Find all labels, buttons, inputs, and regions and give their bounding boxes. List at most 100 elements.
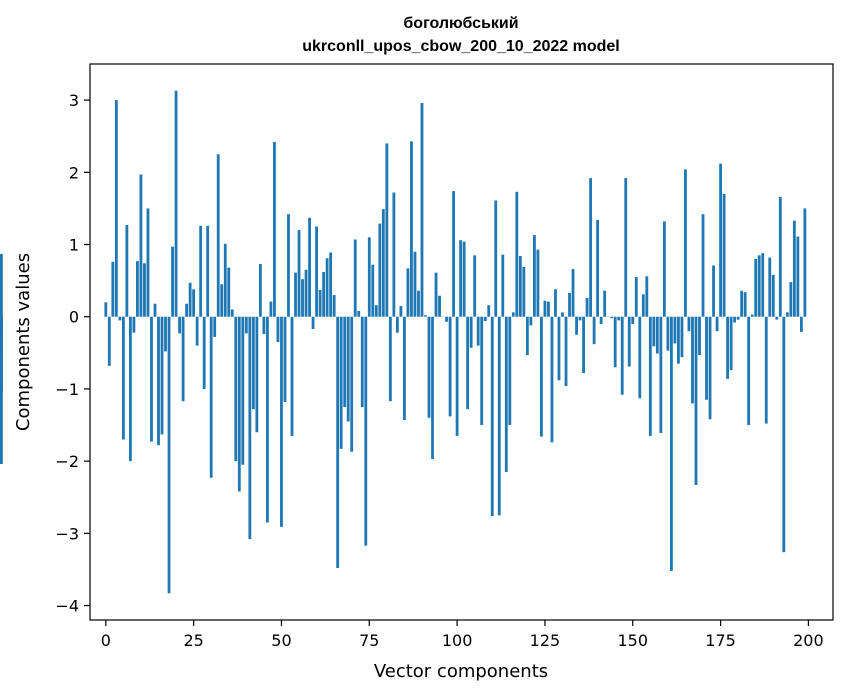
bar-153 (641, 294, 645, 317)
bar-156 (652, 316, 656, 347)
bar-44 (258, 264, 262, 317)
bar-43 (255, 316, 259, 433)
bar-29 (206, 225, 210, 317)
bar-125 (543, 300, 547, 317)
bar-169 (698, 316, 701, 355)
bar-110 (490, 316, 494, 517)
bar-37 (234, 316, 238, 462)
bar-82 (392, 192, 396, 317)
bar-191 (775, 316, 779, 320)
bar-141 (599, 316, 603, 324)
bar-168 (694, 316, 698, 485)
x-tick-label-8: 200 (793, 631, 824, 650)
bar-144 (610, 316, 614, 319)
bar-111 (494, 200, 498, 317)
bar-8 (132, 316, 136, 333)
bar-10 (139, 174, 143, 317)
bar-11 (143, 263, 146, 317)
bar-21 (178, 316, 181, 334)
bar-0 (104, 302, 108, 317)
bar-174 (715, 316, 719, 332)
bar-165 (684, 169, 687, 317)
bar-98 (448, 316, 452, 417)
bar-84 (399, 305, 403, 317)
bar-162 (673, 316, 677, 344)
bar-24 (188, 282, 192, 317)
bar-145 (613, 316, 617, 368)
bar-177 (726, 316, 730, 379)
bar-105 (473, 255, 477, 317)
bar-86 (406, 268, 410, 317)
y-axis-label: Components values (13, 253, 34, 431)
bar-161 (670, 316, 673, 571)
bar-36 (230, 309, 234, 317)
bar-113 (501, 254, 505, 317)
bar-59 (311, 316, 315, 330)
bar-32 (216, 154, 220, 317)
bar-26 (195, 316, 199, 346)
bar-65 (332, 295, 336, 317)
bar-95 (438, 295, 441, 317)
bar-14 (153, 303, 157, 317)
y-tick-label-1: −3 (55, 524, 79, 543)
y-axis: −4 −3 −2 −1 0 1 2 3 (55, 91, 90, 616)
bar-154 (645, 276, 649, 317)
bar-15 (157, 316, 160, 446)
bar-67 (339, 316, 343, 449)
bar-4 (118, 316, 122, 321)
bar-52 (287, 214, 290, 317)
bar-62 (322, 271, 326, 317)
bar-107 (480, 316, 484, 426)
bar-23 (185, 303, 189, 317)
bar-150 (631, 316, 635, 324)
bar-80 (385, 143, 389, 317)
bar-12 (146, 208, 150, 317)
bar-198 (799, 316, 803, 332)
bar-120 (525, 316, 529, 355)
bar-160 (666, 316, 670, 351)
bar-180 (736, 316, 740, 320)
bar-206 (0, 253, 3, 317)
bar-73 (360, 316, 364, 407)
bar-139 (592, 316, 596, 345)
bar-126 (547, 301, 550, 317)
bar-7 (128, 316, 132, 462)
bar-64 (329, 252, 333, 317)
bar-102 (462, 241, 466, 317)
bar-121 (529, 316, 533, 326)
y-tick-label-2: −2 (55, 452, 79, 471)
bar-41 (248, 316, 252, 540)
bar-99 (452, 191, 455, 317)
bar-38 (237, 316, 241, 492)
bar-55 (297, 230, 301, 317)
bar-187 (761, 253, 765, 317)
bar-116 (511, 312, 515, 317)
bar-3 (114, 100, 118, 317)
bar-184 (750, 314, 754, 317)
y-tick-label-5: 1 (69, 236, 79, 255)
bar-167 (691, 316, 694, 404)
x-tick-label-1: 25 (183, 631, 203, 650)
bar-22 (181, 316, 185, 402)
bar-134 (575, 316, 578, 335)
bar-196 (792, 220, 796, 317)
x-tick-label-5: 125 (530, 631, 561, 650)
bar-137 (585, 297, 589, 317)
bar-190 (771, 274, 775, 317)
bar-70 (350, 316, 354, 452)
bar-101 (459, 240, 463, 317)
bar-57 (304, 269, 308, 317)
bar-79 (381, 209, 385, 317)
bar-94 (434, 272, 438, 317)
bar-87 (410, 141, 413, 317)
y-tick-label-6: 2 (69, 163, 79, 182)
bar-119 (522, 266, 526, 317)
bar-146 (617, 316, 621, 321)
bar-159 (662, 221, 666, 317)
bar-9 (136, 261, 139, 317)
y-tick-label-4: 0 (69, 308, 79, 327)
bar-90 (420, 102, 424, 317)
bar-181 (740, 290, 744, 317)
bar-6 (125, 225, 129, 317)
